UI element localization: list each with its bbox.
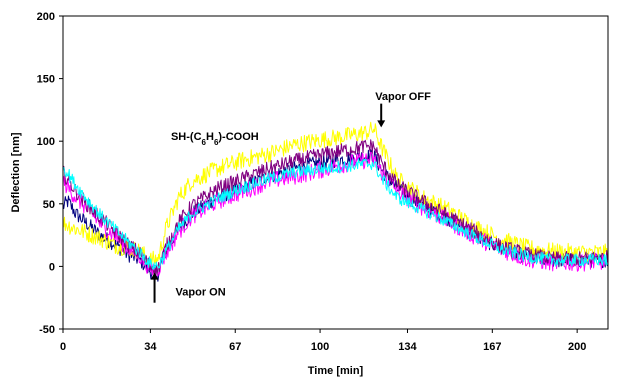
y-tick-label: -50 (39, 324, 55, 336)
series-layer (62, 121, 608, 282)
x-tick-label: 167 (483, 341, 501, 353)
y-tick-label: 100 (37, 136, 55, 148)
series-line-2 (62, 121, 608, 268)
y-tick-label: 0 (49, 261, 55, 273)
y-axis-title: Deflection [nm] (10, 132, 22, 212)
y-tick-label: 150 (37, 74, 55, 86)
y-tick-label: 50 (43, 199, 55, 211)
x-axis-title: Time [min] (308, 365, 364, 377)
vapor-off-arrow-icon (377, 103, 386, 128)
vapor-on-arrow-icon (150, 272, 159, 303)
x-tick-label: 67 (229, 341, 241, 353)
vapor-on-label: Vapor ON (176, 286, 226, 298)
x-tick-label: 134 (398, 341, 417, 353)
series-line-4 (62, 139, 608, 276)
x-tick-label: 0 (60, 341, 66, 353)
axis-layer: -50 0 50 100 150 200 0 34 67 100 134 167 200 (37, 11, 587, 353)
x-tick-label: 34 (144, 341, 157, 353)
plot-area-frame (62, 15, 609, 330)
x-tick-label: 100 (311, 341, 329, 353)
x-tick-label: 200 (568, 341, 586, 353)
y-tick-label: 200 (37, 11, 55, 23)
vapor-off-label: Vapor OFF (375, 91, 431, 103)
series-line-5 (62, 158, 608, 270)
compound-label: SH-(C6H6)-COOH (171, 131, 259, 147)
